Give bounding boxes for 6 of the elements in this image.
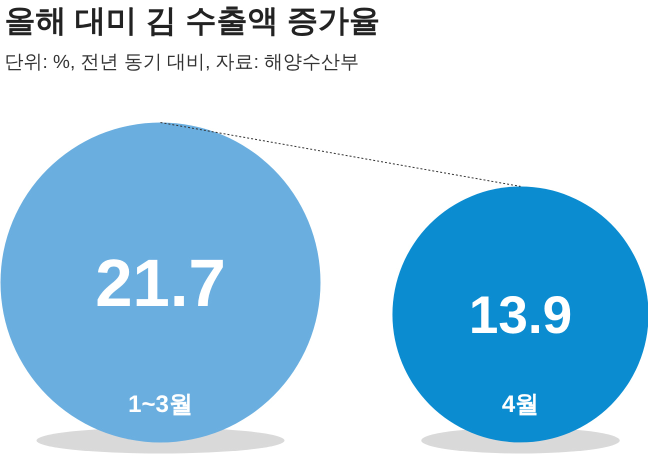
category-label: 1~3월 xyxy=(128,391,193,418)
data-label: 13.9 xyxy=(468,286,572,345)
text: 단위: %, 전년 동기 대비, 자료: 해양수산부 xyxy=(4,52,360,73)
data-label: 21.7 xyxy=(95,246,226,321)
text: 올해 대미 김 수출액 증가율 xyxy=(4,3,380,38)
category-label: 4월 xyxy=(502,391,540,418)
